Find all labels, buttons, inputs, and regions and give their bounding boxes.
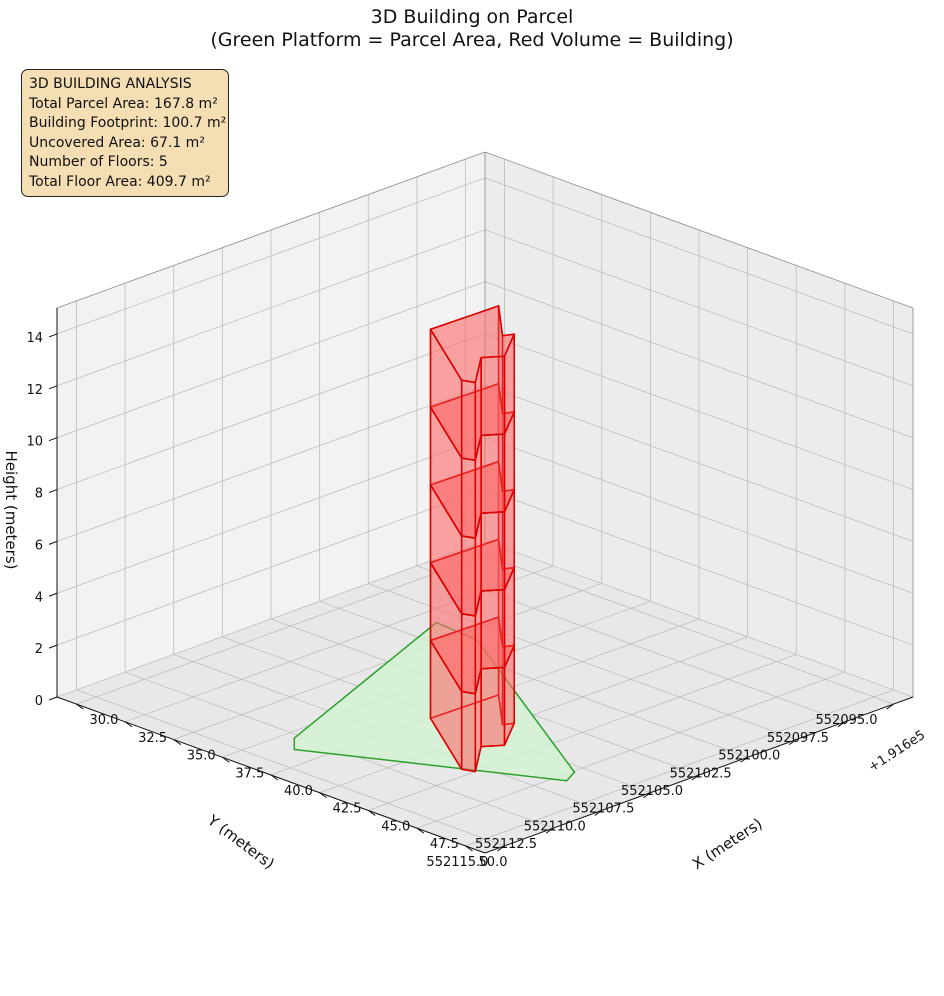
y-tick-label: 552112.5: [475, 837, 537, 852]
info-building-footprint: Building Footprint: 100.7 m²: [29, 115, 227, 131]
z-tick-label: 2: [35, 642, 43, 657]
z-tick-label: 6: [35, 538, 43, 553]
z-tick-mark: [48, 489, 58, 494]
y-tick-label: 552095.0: [816, 713, 878, 728]
floor-wall-face: [460, 379, 477, 462]
floor-wall-face: [460, 457, 477, 539]
x-tick-label: 47.5: [430, 837, 459, 852]
y-tick-label: 552115.0: [426, 855, 488, 870]
x-tick-mark: [222, 756, 230, 763]
z-tick-mark: [48, 592, 58, 597]
floor-wall-face: [460, 690, 477, 773]
x-tick-mark: [173, 739, 182, 745]
y-tick-label: 552105.0: [621, 784, 683, 799]
info-box-heading: 3D BUILDING ANALYSIS: [29, 76, 192, 92]
grid-line-y-floor: [319, 600, 748, 758]
y-tick-mark: [837, 721, 846, 728]
z-tick-label: 0: [35, 694, 43, 709]
x-tick-label: 35.0: [187, 749, 216, 764]
floor-top-face: [429, 304, 516, 384]
info-uncovered-area: Uncovered Area: 67.1 m²: [29, 134, 205, 151]
grid-line-y-floor: [416, 565, 846, 723]
y-tick-mark: [788, 739, 797, 745]
y-tick-label: 552097.5: [767, 731, 829, 746]
z-tick-mark: [48, 385, 58, 390]
z-tick-label: 14: [26, 331, 43, 346]
x-tick-mark: [465, 845, 473, 852]
z-tick-mark: [48, 333, 58, 338]
x-tick-label: 40.0: [284, 784, 313, 799]
x-offset-label: +1.916e5: [866, 728, 928, 776]
chart-title-line-1: 3D Building on Parcel: [370, 6, 574, 28]
y-tick-mark: [691, 774, 700, 781]
chart-title-line-2: (Green Platform = Parcel Area, Red Volum…: [210, 29, 734, 51]
pane-edge: [484, 151, 914, 309]
z-tick-label: 12: [26, 383, 43, 398]
z-tick-mark: [48, 437, 58, 442]
info-total-parcel-area: Total Parcel Area: 167.8 m²: [29, 95, 218, 112]
z-tick-label: 10: [26, 435, 43, 450]
info-total-floor-area: Total Floor Area: 409.7 m²: [29, 173, 211, 190]
x-tick-label: 42.5: [333, 802, 362, 817]
x-tick-mark: [367, 810, 376, 816]
x-tick-label: 50.0: [479, 855, 508, 870]
y-tick-label: 552107.5: [572, 802, 634, 817]
y-tick-mark: [740, 756, 748, 763]
x-tick-mark: [416, 827, 425, 834]
y-tick-label: 552100.0: [718, 749, 780, 764]
y-tick-mark: [594, 810, 603, 816]
y-tick-mark: [497, 845, 505, 852]
info-number-of-floors: Number of Floors: 5: [29, 154, 168, 170]
floor-wall-face: [480, 355, 506, 437]
x-tick-label: 45.0: [381, 819, 410, 834]
x-tick-label: 32.5: [138, 731, 167, 746]
building-layer: [429, 304, 516, 773]
z-axis-label: Height (meters): [2, 451, 20, 570]
y-tick-mark: [643, 792, 651, 799]
floor-wall-face: [480, 666, 506, 748]
x-tick-mark: [76, 703, 84, 710]
y-tick-label: 552110.0: [524, 819, 586, 834]
grid-line-y-floor: [368, 583, 797, 740]
floor-wall-face: [480, 433, 506, 514]
x-tick-mark: [124, 721, 133, 728]
z-tick-mark: [48, 644, 58, 649]
z-tick-mark: [48, 696, 58, 701]
z-tick-label: 8: [35, 487, 43, 502]
analysis-info-box: 3D BUILDING ANALYSIS Total Parcel Area: …: [21, 69, 229, 197]
chart-title: 3D Building on Parcel (Green Platform = …: [0, 6, 944, 52]
grid-line-y-floor: [465, 547, 894, 705]
floor-wall-face: [480, 511, 506, 592]
axis-ticks: 30.0 32.5 35.0 37.5 40.0 42.5 45.0 47.5 50.0 5520…: [26, 331, 894, 870]
floor-wall-face: [460, 535, 477, 617]
x-tick-label: 30.0: [89, 713, 118, 728]
y-axis-label: Y (meters): [203, 811, 277, 873]
y-tick-mark: [886, 703, 894, 710]
floor-wall-face: [460, 612, 477, 695]
x-axis-label: X (meters): [689, 815, 766, 873]
x-tick-mark: [270, 774, 279, 781]
z-tick-label: 4: [35, 590, 43, 605]
y-tick-label: 552102.5: [670, 766, 732, 781]
z-tick-mark: [48, 540, 58, 545]
x-tick-mark: [319, 792, 327, 799]
pane-edge: [56, 151, 486, 309]
floor-wall-face: [480, 588, 506, 670]
x-tick-label: 37.5: [235, 766, 264, 781]
grid-line-y-floor: [76, 689, 505, 847]
building-floor-5: [429, 304, 516, 462]
y-tick-mark: [545, 827, 554, 834]
